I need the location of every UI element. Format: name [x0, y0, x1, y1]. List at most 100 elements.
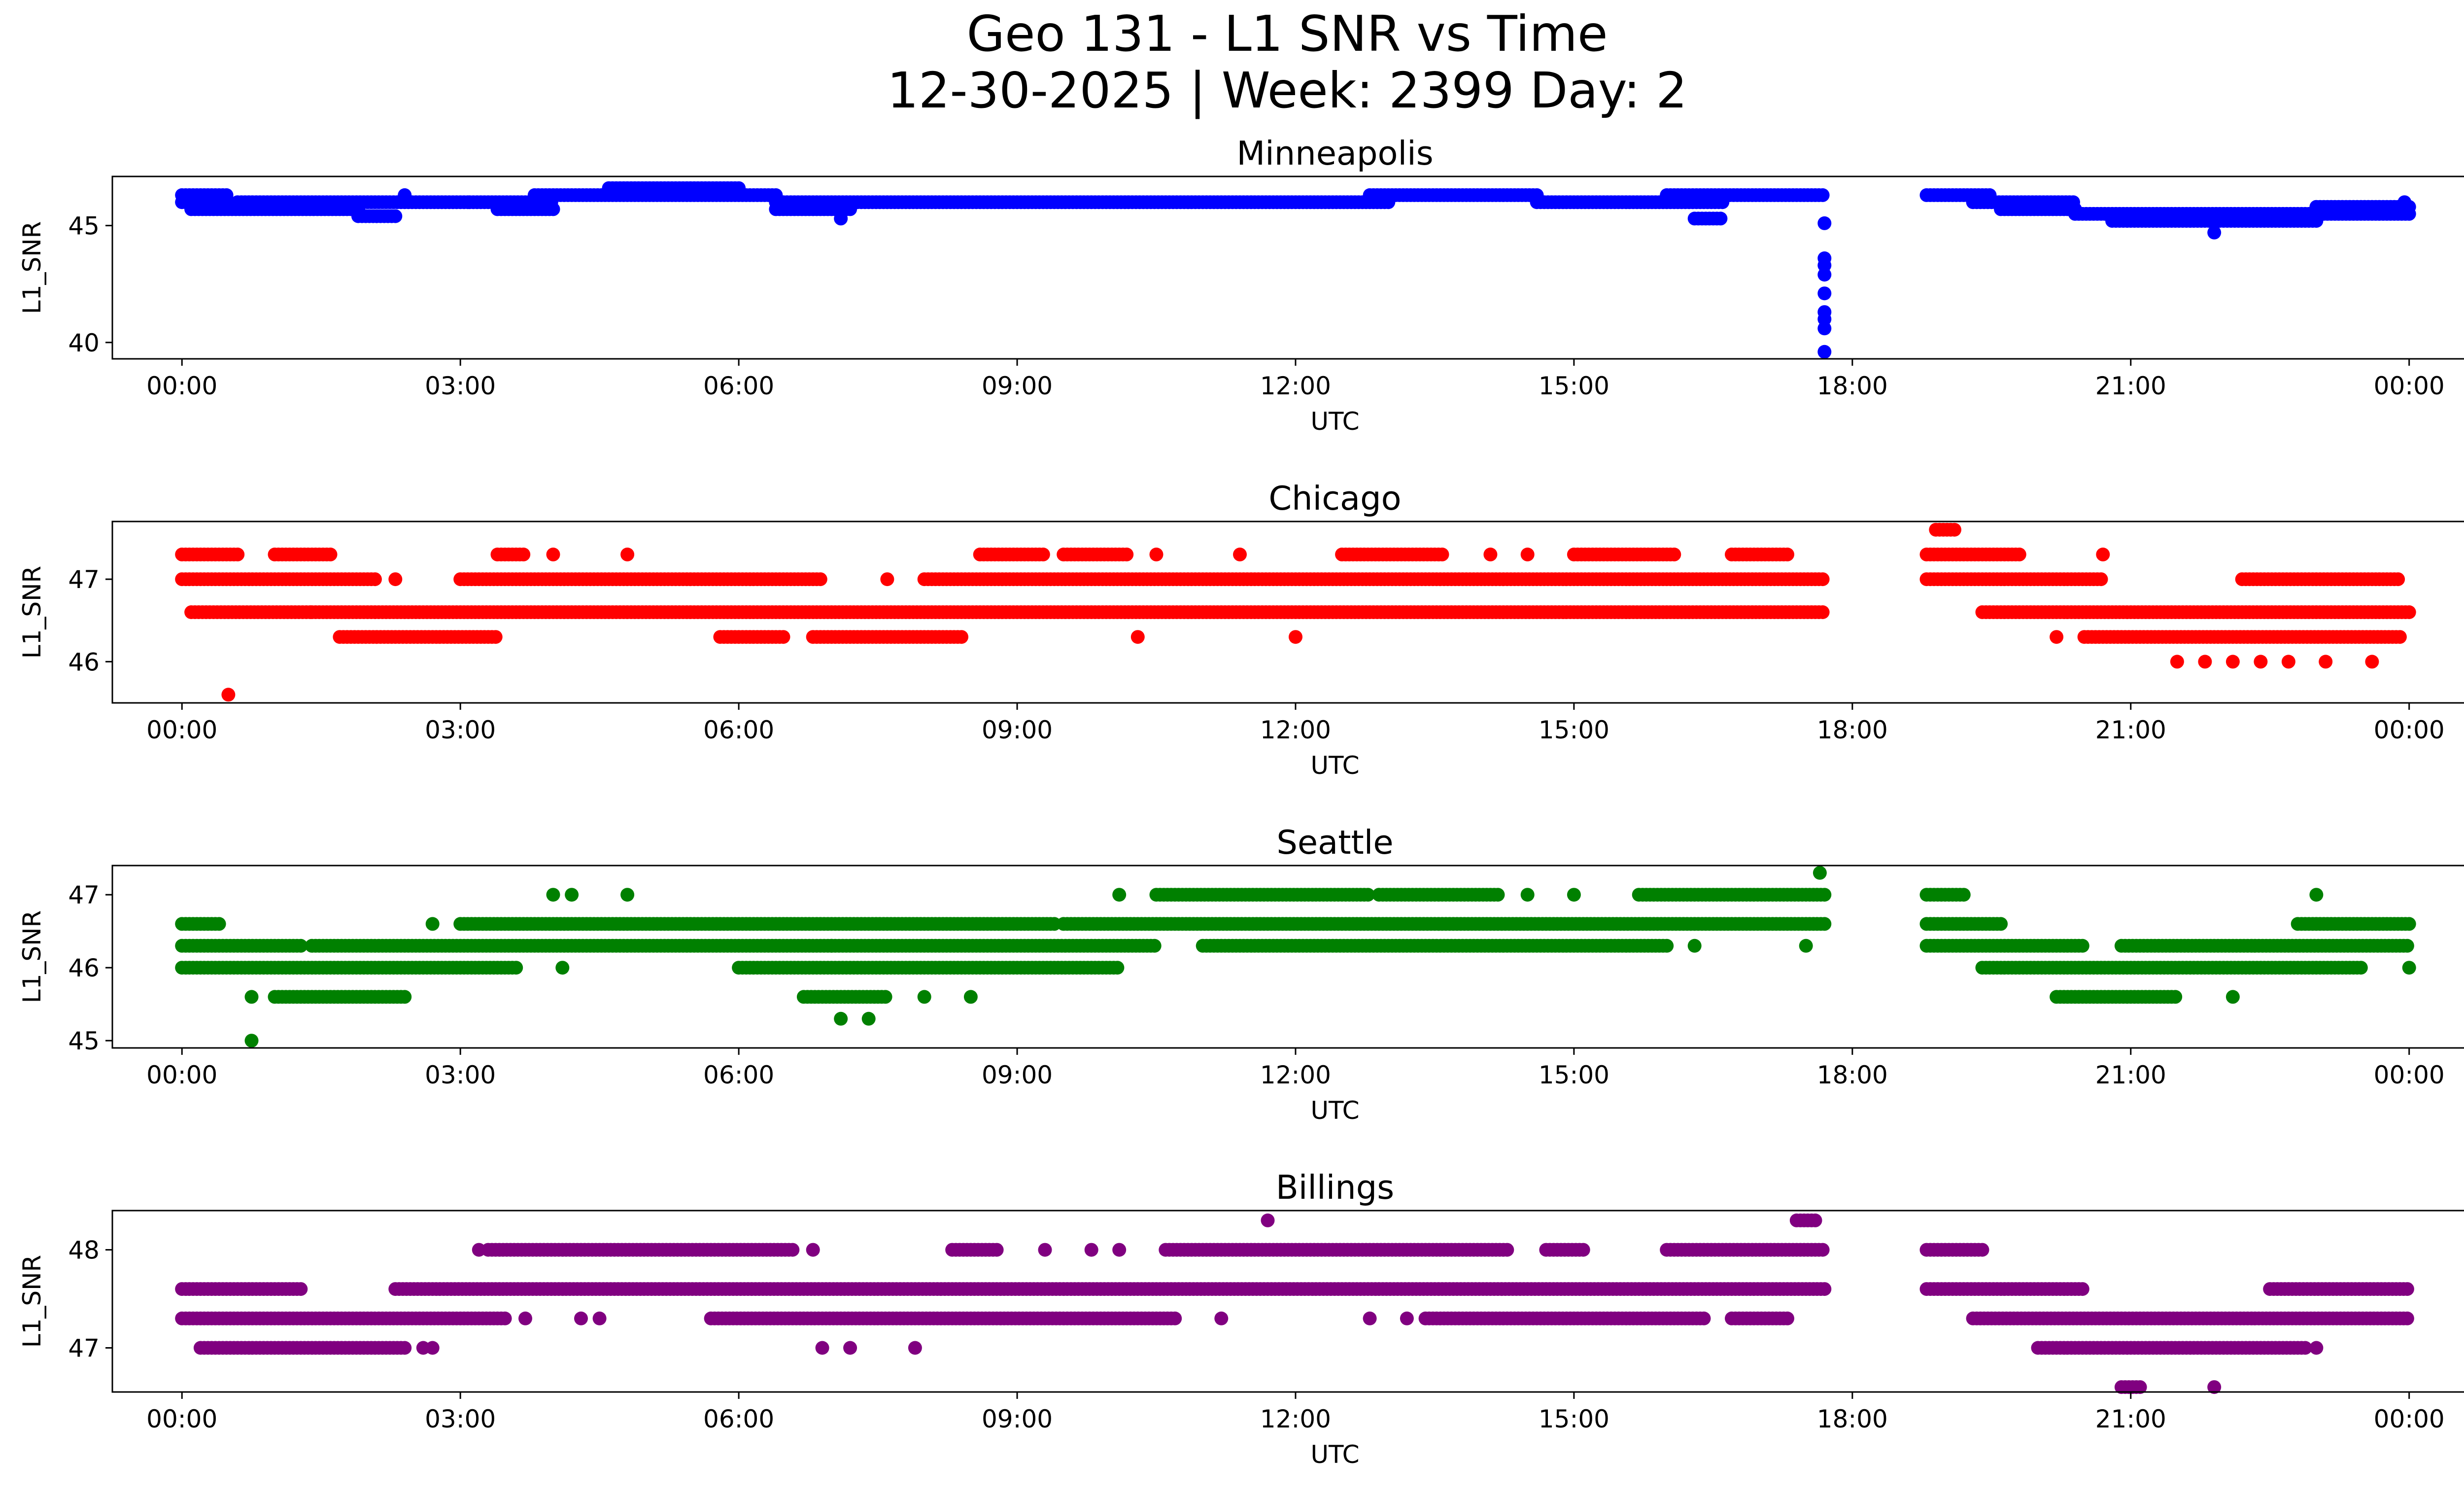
x-tick-label: 00:00	[146, 1061, 217, 1089]
data-point	[1815, 1243, 1830, 1257]
data-point	[388, 572, 403, 587]
data-point	[2050, 630, 2064, 644]
data-point	[546, 888, 560, 902]
data-point	[1780, 1311, 1794, 1325]
data-point	[2393, 630, 2407, 644]
data-point	[1149, 547, 1164, 561]
data-point	[2168, 990, 2183, 1004]
data-point	[1817, 888, 1832, 902]
x-tick-label: 18:00	[1817, 372, 1888, 400]
data-point	[1780, 547, 1794, 561]
data-point	[786, 1243, 800, 1257]
y-tick-label: 47	[68, 565, 100, 594]
figure-title-line-2: 12-30-2025 | Week: 2399 Day: 2	[887, 62, 1687, 119]
x-tick-label: 21:00	[2095, 1061, 2166, 1089]
data-point	[488, 630, 503, 644]
x-tick-label: 06:00	[703, 372, 774, 400]
y-axis-label: L1_SNR	[18, 221, 46, 314]
data-point	[1975, 1243, 1989, 1257]
x-tick-label: 03:00	[425, 1061, 496, 1089]
data-point	[221, 688, 236, 702]
x-tick-label: 21:00	[2095, 716, 2166, 744]
data-point	[1817, 268, 1832, 282]
x-tick-label: 15:00	[1539, 716, 1609, 744]
data-point	[212, 917, 226, 931]
data-point	[2402, 917, 2416, 931]
y-tick-label: 45	[68, 1027, 100, 1055]
data-point	[1147, 939, 1162, 953]
data-point	[368, 572, 382, 587]
series-points	[175, 522, 2416, 702]
data-point	[2391, 572, 2405, 587]
data-point	[834, 211, 848, 226]
data-point	[1036, 547, 1050, 561]
data-point	[2397, 195, 2412, 209]
data-point	[1289, 630, 1302, 644]
y-tick-label: 46	[68, 648, 100, 676]
x-tick-label: 06:00	[703, 716, 774, 744]
x-tick-label: 15:00	[1539, 1061, 1609, 1089]
data-point	[398, 1341, 412, 1355]
x-tick-label: 03:00	[425, 372, 496, 400]
data-point	[2075, 939, 2089, 953]
data-point	[880, 572, 894, 587]
data-point	[2198, 655, 2212, 669]
data-point	[565, 888, 579, 902]
y-tick-label: 46	[68, 954, 100, 982]
y-axis-label: L1_SNR	[18, 910, 46, 1004]
data-point	[1576, 1243, 1590, 1257]
y-tick-label: 45	[68, 212, 100, 241]
data-point	[1813, 866, 1827, 880]
data-point	[2309, 888, 2324, 902]
data-point	[509, 961, 523, 975]
data-point	[2075, 1282, 2089, 1296]
data-point	[425, 917, 440, 931]
data-point	[1168, 1311, 1182, 1325]
data-point	[834, 1011, 848, 1026]
data-point	[2281, 655, 2295, 669]
data-point	[1956, 888, 1971, 902]
data-point	[1713, 211, 1728, 226]
data-point	[2354, 961, 2368, 975]
data-point	[813, 572, 827, 587]
data-point	[1815, 605, 1830, 619]
data-point	[398, 188, 412, 202]
data-point	[776, 630, 790, 644]
y-tick-label: 47	[68, 881, 100, 909]
data-point	[2096, 547, 2110, 561]
data-point	[1817, 917, 1832, 931]
data-point	[398, 990, 412, 1004]
data-point	[1799, 939, 1813, 953]
data-point	[2402, 961, 2416, 975]
data-point	[2309, 214, 2324, 228]
x-axis-label: UTC	[1310, 1096, 1359, 1125]
data-point	[1817, 1282, 1832, 1296]
data-point	[2225, 655, 2240, 669]
x-tick-label: 00:00	[146, 372, 217, 400]
x-tick-label: 18:00	[1817, 1061, 1888, 1089]
subplot-title: Billings	[1276, 1168, 1394, 1207]
series-points	[175, 181, 2416, 359]
data-point	[2400, 939, 2414, 953]
x-tick-label: 06:00	[703, 1061, 774, 1089]
figure-title-line-1: Geo 131 - L1 SNR vs Time	[967, 5, 1608, 63]
data-point	[1667, 547, 1681, 561]
x-tick-label: 21:00	[2095, 372, 2166, 400]
data-point	[546, 202, 560, 216]
x-tick-label: 15:00	[1539, 372, 1609, 400]
data-point	[1817, 345, 1832, 359]
data-point	[878, 990, 892, 1004]
data-point	[1110, 961, 1125, 975]
data-point	[1660, 939, 1674, 953]
data-point	[516, 547, 531, 561]
data-point	[1520, 547, 1535, 561]
data-point	[620, 547, 635, 561]
subplot-title: Chicago	[1268, 479, 1401, 518]
data-point	[1815, 572, 1830, 587]
data-point	[2012, 547, 2026, 561]
series-points	[175, 866, 2416, 1048]
axes-frame	[111, 175, 2464, 360]
